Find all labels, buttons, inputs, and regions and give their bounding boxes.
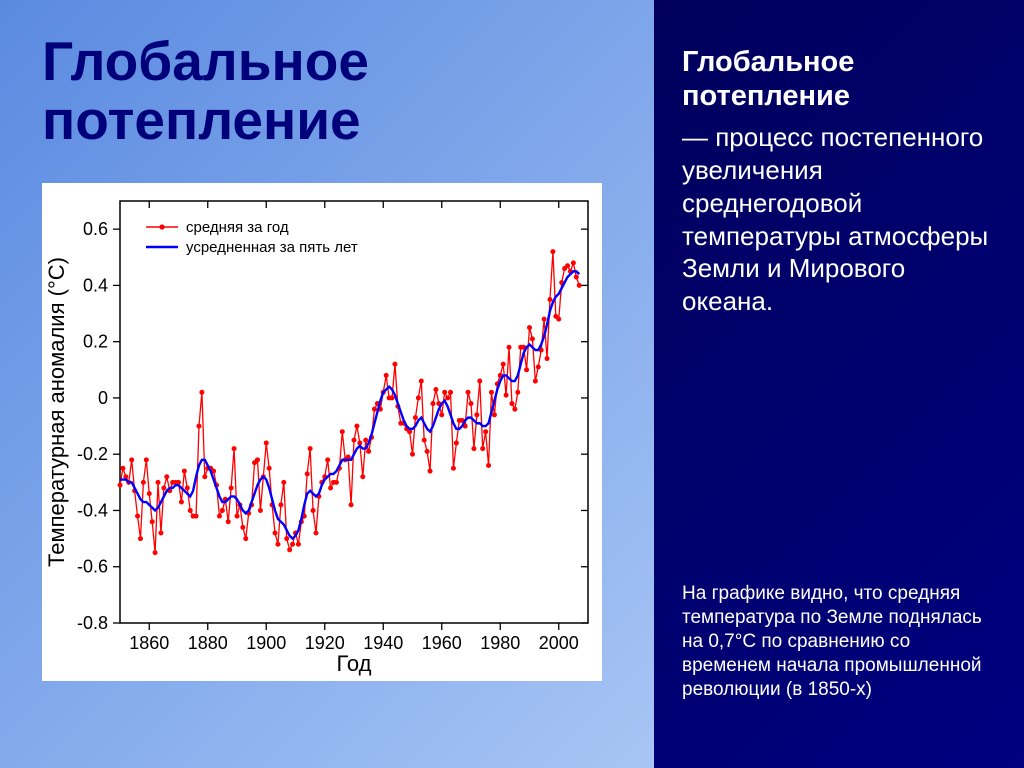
svg-text:-0.2: -0.2 xyxy=(77,444,108,464)
svg-text:средняя за год: средняя за год xyxy=(186,219,289,236)
svg-text:-0.4: -0.4 xyxy=(77,500,108,520)
svg-text:1960: 1960 xyxy=(422,633,462,653)
svg-text:-0.6: -0.6 xyxy=(77,557,108,577)
svg-text:-0.8: -0.8 xyxy=(77,613,108,633)
definition-text: — процесс постепенного увеличения средне… xyxy=(682,121,996,318)
temperature-anomaly-chart: 1860 1880 1900 1920 1940 1960 1980 2000 -0.8 -0.6… xyxy=(42,183,602,681)
svg-text:1920: 1920 xyxy=(305,633,345,653)
left-panel: Глобальное потепление 1860 1880 1900 1920 19… xyxy=(0,0,654,768)
sub-title: Глобальное потепление xyxy=(682,46,996,113)
definition-block: Глобальное потепление — процесс постепен… xyxy=(682,46,996,318)
svg-text:1940: 1940 xyxy=(363,633,403,653)
svg-text:1980: 1980 xyxy=(480,633,520,653)
svg-text:0.6: 0.6 xyxy=(83,219,108,239)
main-title: Глобальное потепление xyxy=(42,32,612,151)
chart-caption: На графике видно, что средняя температур… xyxy=(682,582,996,702)
slide: Глобальное потепление 1860 1880 1900 1920 19… xyxy=(0,0,1024,768)
svg-text:Год: Год xyxy=(336,651,371,676)
svg-text:0.2: 0.2 xyxy=(83,331,108,351)
svg-text:1880: 1880 xyxy=(188,633,228,653)
svg-text:Температурная аномалия (°C): Температурная аномалия (°C) xyxy=(44,257,69,567)
right-panel: Глобальное потепление — процесс постепен… xyxy=(654,0,1024,768)
svg-text:усредненная за пять лет: усредненная за пять лет xyxy=(186,239,358,256)
svg-text:0.4: 0.4 xyxy=(83,275,108,295)
svg-text:1900: 1900 xyxy=(246,633,286,653)
svg-text:0: 0 xyxy=(98,388,108,408)
svg-text:2000: 2000 xyxy=(539,633,579,653)
chart-card: 1860 1880 1900 1920 1940 1960 1980 2000 -0.8 -0.6… xyxy=(42,183,602,681)
svg-text:1860: 1860 xyxy=(129,633,169,653)
